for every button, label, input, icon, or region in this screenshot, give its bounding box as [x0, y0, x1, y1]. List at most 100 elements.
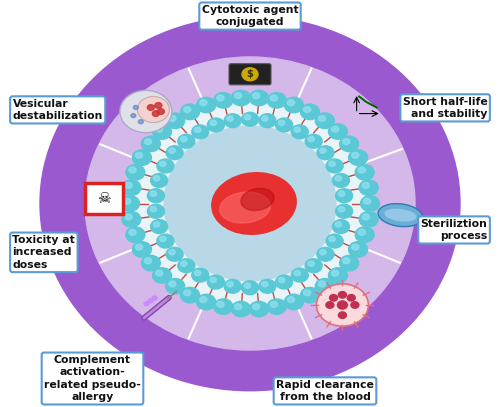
Circle shape — [336, 189, 352, 203]
Circle shape — [276, 118, 292, 132]
Circle shape — [352, 244, 359, 250]
Circle shape — [136, 152, 142, 158]
Circle shape — [252, 304, 260, 310]
Circle shape — [152, 268, 172, 283]
Circle shape — [308, 136, 314, 142]
Circle shape — [364, 198, 371, 204]
Circle shape — [232, 90, 250, 106]
Text: Complement
activation-
related pseudo-
allergy: Complement activation- related pseudo- a… — [44, 355, 141, 402]
Circle shape — [196, 97, 216, 113]
Circle shape — [291, 268, 308, 282]
Circle shape — [192, 268, 209, 282]
Circle shape — [166, 146, 183, 160]
Circle shape — [278, 277, 285, 282]
FancyBboxPatch shape — [85, 184, 123, 214]
Circle shape — [355, 227, 374, 243]
Circle shape — [242, 68, 258, 81]
Circle shape — [330, 295, 338, 301]
Circle shape — [242, 281, 258, 295]
Circle shape — [318, 116, 326, 121]
Circle shape — [270, 302, 278, 307]
Circle shape — [300, 104, 320, 120]
Circle shape — [338, 207, 345, 212]
Circle shape — [252, 93, 260, 98]
Circle shape — [362, 214, 370, 220]
Circle shape — [180, 261, 187, 266]
Circle shape — [278, 120, 285, 125]
Circle shape — [328, 124, 347, 139]
Circle shape — [157, 159, 174, 173]
Text: Steriliztion
process: Steriliztion process — [420, 219, 488, 241]
Circle shape — [120, 196, 140, 211]
Circle shape — [142, 136, 161, 152]
Circle shape — [148, 204, 164, 218]
Circle shape — [284, 97, 304, 113]
Circle shape — [340, 136, 358, 152]
Circle shape — [196, 294, 216, 310]
Circle shape — [316, 113, 334, 129]
Circle shape — [214, 299, 233, 314]
Circle shape — [144, 139, 152, 144]
Circle shape — [294, 127, 300, 132]
Circle shape — [200, 297, 207, 303]
Circle shape — [166, 113, 184, 129]
Circle shape — [208, 118, 224, 132]
Circle shape — [335, 222, 342, 227]
Circle shape — [125, 214, 132, 220]
Circle shape — [305, 259, 322, 273]
Circle shape — [336, 204, 352, 218]
Circle shape — [329, 236, 336, 242]
Circle shape — [308, 261, 314, 266]
Circle shape — [166, 247, 183, 261]
Circle shape — [244, 283, 250, 288]
Circle shape — [304, 290, 311, 296]
Ellipse shape — [85, 57, 415, 350]
Circle shape — [184, 107, 191, 112]
Circle shape — [300, 287, 320, 303]
Circle shape — [259, 114, 276, 128]
Circle shape — [317, 247, 334, 261]
Circle shape — [200, 100, 207, 105]
Circle shape — [178, 134, 195, 148]
Circle shape — [166, 278, 184, 294]
Circle shape — [326, 234, 343, 248]
Circle shape — [136, 244, 142, 250]
Circle shape — [152, 111, 160, 116]
Circle shape — [326, 302, 334, 308]
Circle shape — [351, 302, 359, 308]
Circle shape — [348, 150, 368, 165]
Circle shape — [210, 277, 216, 282]
Circle shape — [150, 220, 168, 234]
Circle shape — [267, 299, 286, 314]
Circle shape — [144, 258, 152, 264]
Circle shape — [169, 148, 175, 153]
Circle shape — [214, 93, 233, 108]
Text: Toxicity at
increased
doses: Toxicity at increased doses — [12, 235, 75, 270]
Circle shape — [126, 227, 145, 243]
Ellipse shape — [241, 188, 274, 210]
Circle shape — [129, 230, 136, 235]
Circle shape — [150, 207, 156, 212]
Circle shape — [134, 105, 138, 109]
Circle shape — [138, 120, 143, 124]
Circle shape — [208, 275, 224, 289]
Circle shape — [217, 95, 224, 101]
Circle shape — [317, 146, 334, 160]
Text: Vesicular
destabilization: Vesicular destabilization — [12, 98, 103, 121]
Circle shape — [320, 249, 326, 255]
Ellipse shape — [220, 192, 270, 223]
Circle shape — [160, 236, 166, 242]
Circle shape — [224, 279, 241, 293]
Text: Cytotoxic agent
conjugated: Cytotoxic agent conjugated — [202, 5, 298, 27]
Circle shape — [342, 139, 350, 144]
Circle shape — [169, 249, 175, 255]
Circle shape — [359, 212, 378, 227]
Circle shape — [184, 290, 191, 296]
Circle shape — [160, 161, 166, 166]
Circle shape — [347, 295, 355, 301]
Text: Short half-life
and stability: Short half-life and stability — [403, 96, 487, 119]
Circle shape — [227, 282, 234, 287]
Ellipse shape — [40, 16, 460, 391]
Circle shape — [348, 242, 368, 257]
Circle shape — [122, 212, 141, 227]
